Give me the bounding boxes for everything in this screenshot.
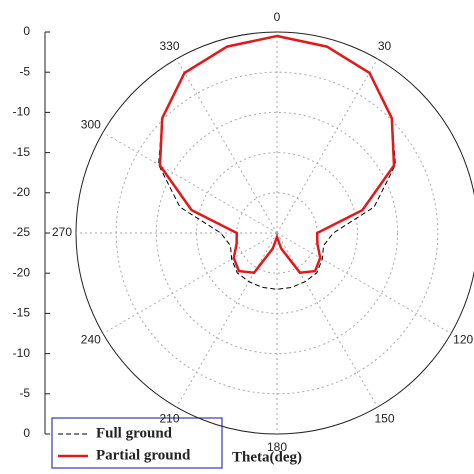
r-tick-label: -10 — [13, 346, 31, 360]
theta-tick-label: 180 — [267, 440, 287, 454]
grid-spoke — [276, 58, 378, 234]
r-tick-label: -10 — [13, 105, 31, 119]
theta-tick-label: 0 — [274, 10, 281, 24]
r-tick-label: -20 — [13, 265, 31, 279]
r-tick-label: 0 — [23, 24, 30, 38]
r-tick-label: -5 — [19, 64, 30, 78]
series-line — [158, 34, 396, 275]
theta-tick-label: 210 — [159, 411, 179, 425]
theta-tick-label: 240 — [81, 333, 101, 347]
theta-tick-label: 150 — [374, 411, 394, 425]
theta-tick-label: 30 — [378, 39, 392, 53]
grid-spoke — [176, 58, 278, 234]
r-tick-label: -5 — [19, 386, 30, 400]
grid-circle — [115, 71, 439, 395]
r-tick-label: -15 — [13, 306, 31, 320]
legend-label: Full ground — [96, 425, 173, 441]
r-tick-label: -15 — [13, 145, 31, 159]
legend-box — [51, 417, 223, 469]
legend-label: Partial ground — [96, 447, 191, 463]
grid-spoke — [102, 132, 278, 234]
theta-tick-label: 330 — [159, 39, 179, 53]
theta-tick-label: 120 — [453, 333, 473, 347]
grid-spoke — [276, 232, 378, 408]
grid-spoke — [276, 232, 452, 334]
axis-label: Theta(deg) — [232, 449, 302, 465]
theta-tick-label: 270 — [52, 225, 72, 239]
r-tick-label: 0 — [23, 426, 30, 440]
theta-tick-label: 300 — [81, 118, 101, 132]
r-tick-label: -20 — [13, 185, 31, 199]
grid-spoke — [102, 232, 278, 334]
r-tick-label: -25 — [13, 225, 31, 239]
grid-spoke — [176, 232, 278, 408]
